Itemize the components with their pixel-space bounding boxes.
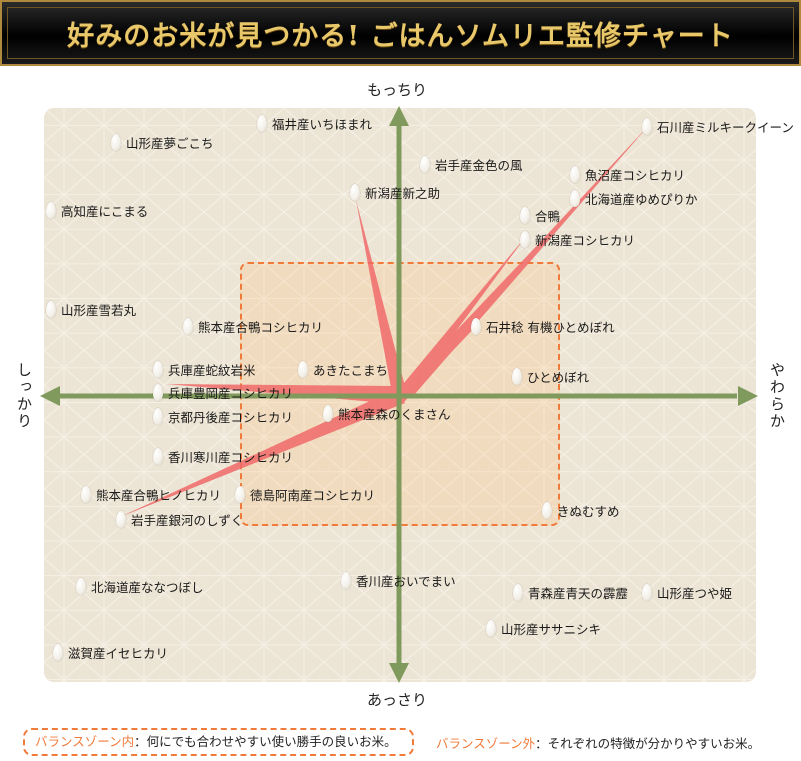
- arrow-right-icon: [738, 386, 758, 406]
- axis-label-bottom: あっさり: [367, 691, 428, 709]
- rice-grain-icon: [513, 583, 523, 601]
- rice-grain-icon: [350, 183, 360, 201]
- rice-item: 熊本産合鴨コシヒカリ: [183, 317, 323, 335]
- rice-item: あきたこまち: [298, 360, 388, 378]
- rice-grain-icon: [153, 447, 163, 465]
- rice-grain-icon: [512, 367, 522, 385]
- rice-item: 兵庫産蛇紋岩米: [153, 360, 256, 378]
- legend-inside-text: ：何にでも合わせやすい使い勝手の良いお米。: [134, 734, 397, 749]
- rice-item: 青森産青天の霹靂: [513, 583, 628, 601]
- rice-grain-icon: [46, 300, 56, 318]
- rice-item: ひとめぼれ: [512, 367, 589, 385]
- arrow-left-icon: [40, 386, 60, 406]
- rice-item: 新潟産コシヒカリ: [520, 230, 635, 248]
- rice-grain-icon: [520, 230, 530, 248]
- title-banner-frame: [7, 7, 794, 59]
- axis-label-left: しっかり: [15, 362, 33, 430]
- page-title: 好みのお米が見つかる! ごはんソムリエ監修チャート: [67, 21, 734, 52]
- legend-inside-key: バランスゾーン内: [35, 734, 135, 749]
- rice-grain-icon: [471, 317, 481, 335]
- rice-item: 岩手産銀河のしずく: [116, 510, 243, 528]
- arrow-up-icon: [389, 106, 409, 126]
- rice-item: 香川産おいでまい: [341, 571, 456, 589]
- rice-grain-icon: [257, 114, 267, 132]
- rice-item: 高知産にこまる: [46, 201, 148, 219]
- rice-grain-icon: [111, 133, 121, 151]
- rice-item: 京都丹後産コシヒカリ: [153, 407, 293, 425]
- wedge-hokkaido: [398, 196, 584, 398]
- rice-item: 石川産ミルキークイーン: [642, 117, 794, 135]
- legend-outside-text: ：それぞれの特徴が分かりやすいお米。: [535, 736, 761, 751]
- rice-item: 香川寒川産コシヒカリ: [153, 447, 293, 465]
- rice-grain-icon: [235, 485, 245, 503]
- rice-grain-icon: [53, 643, 63, 661]
- rice-grain-icon: [153, 360, 163, 378]
- wedge-ishii: [396, 322, 480, 402]
- axis-label-top: もっちり: [367, 81, 428, 99]
- axes: [40, 106, 758, 683]
- rice-item: 山形産雪若丸: [46, 300, 136, 318]
- rice-item: 合鴨: [520, 206, 560, 224]
- rice-grain-icon: [116, 510, 126, 528]
- rice-item: 北海道産ゆめぴりか: [570, 189, 698, 207]
- rice-grain-icon: [76, 577, 86, 595]
- recommendation-wedges: [120, 124, 650, 517]
- rice-item: 熊本産合鴨ヒノヒカリ: [81, 485, 221, 503]
- rice-item: 山形産つや姫: [642, 583, 732, 601]
- rice-item: 山形産夢ごこち: [111, 133, 214, 151]
- rice-item: きぬむすめ: [542, 501, 620, 519]
- rice-grain-icon: [642, 117, 652, 135]
- rice-grain-icon: [542, 501, 552, 519]
- rice-grain-icon: [520, 206, 530, 224]
- rice-item: 新潟産新之助: [350, 183, 440, 201]
- rice-grain-icon: [420, 155, 430, 173]
- rice-item: 熊本産森のくまさん: [323, 404, 451, 422]
- rice-grain-icon: [153, 407, 163, 425]
- rice-grain-icon: [81, 485, 91, 503]
- axis-label-right: やわらか: [768, 362, 786, 430]
- rice-grain-icon: [570, 189, 580, 207]
- rice-item: 福井産いちほまれ: [257, 114, 372, 132]
- rice-item: 滋賀産イセヒカリ: [53, 643, 168, 661]
- rice-grain-icon: [486, 619, 496, 637]
- rice-item: 兵庫豊岡産コシヒカリ: [153, 383, 293, 401]
- rice-item: 徳島阿南産コシヒカリ: [235, 485, 375, 503]
- rice-item: 石井稔 有機ひとめぼれ: [471, 317, 615, 335]
- rice-grain-icon: [570, 165, 580, 183]
- rice-item: 魚沼産コシヒカリ: [570, 165, 685, 183]
- legend-balance-inside: バランスゾーン内：何にでも合わせやすい使い勝手の良いお米。: [23, 728, 414, 756]
- rice-grain-icon: [183, 317, 193, 335]
- rice-grain-icon: [323, 404, 333, 422]
- rice-grain-icon: [642, 583, 652, 601]
- wedge-niigata-shinnosuke: [356, 200, 408, 398]
- legend-outside-key: バランスゾーン外: [436, 736, 536, 751]
- rice-item: 岩手産金色の風: [420, 155, 523, 173]
- rice-item: 北海道産ななつぼし: [76, 577, 204, 595]
- rice-grain-icon: [46, 201, 56, 219]
- rice-grain-icon: [298, 360, 308, 378]
- wedge-niigata-koshihikari: [399, 235, 527, 400]
- rice-grain-icon: [341, 571, 351, 589]
- arrow-down-icon: [389, 663, 409, 683]
- rice-grain-icon: [153, 383, 163, 401]
- wedge-iwate-ginga: [120, 388, 405, 517]
- title-banner: 好みのお米が見つかる! ごはんソムリエ監修チャート: [0, 0, 801, 66]
- rice-item: 山形産ササニシキ: [486, 619, 601, 637]
- legend-balance-outside: バランスゾーン外：それぞれの特徴が分かりやすいお米。: [436, 733, 760, 752]
